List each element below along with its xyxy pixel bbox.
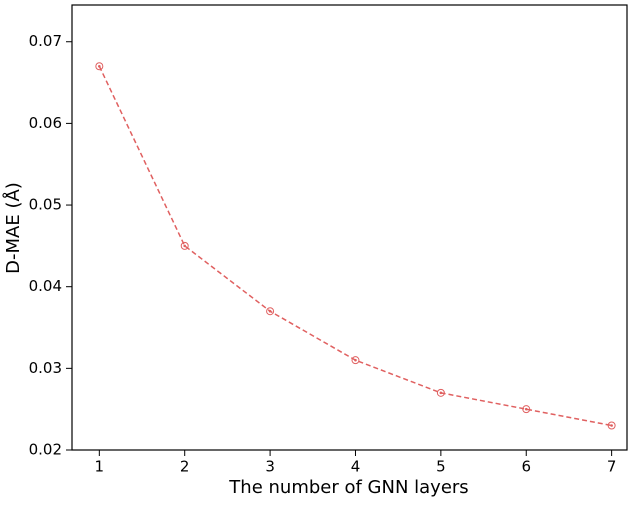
x-tick-label: 7 (607, 458, 617, 476)
point (351, 356, 360, 365)
y-tick-label: 0.05 (29, 196, 62, 214)
point-center (439, 391, 443, 395)
y-tick-label: 0.06 (29, 114, 62, 132)
x-axis-label: The number of GNN layers (228, 477, 468, 498)
y-tick-label: 0.03 (29, 359, 62, 377)
x-tick-label: 5 (436, 458, 446, 476)
point (436, 388, 445, 397)
point-center (98, 64, 101, 68)
x-tick-label: 1 (95, 458, 105, 476)
y-tick-label: 0.07 (29, 32, 62, 50)
x-tick-label: 3 (265, 458, 275, 476)
series-line (98, 65, 612, 427)
plot-frame (71, 4, 628, 451)
point (95, 62, 104, 71)
point-center (183, 244, 187, 248)
x-tick-label: 4 (351, 458, 361, 476)
point-center (524, 407, 528, 411)
x-tick-label: 2 (180, 458, 190, 476)
point (180, 241, 189, 250)
x-tick-label: 6 (521, 458, 531, 476)
point (522, 405, 531, 414)
point (266, 307, 275, 316)
y-axis-label: D-MAE (Å) (2, 182, 24, 274)
y-tick-label: 0.02 (29, 441, 62, 459)
y-tick-label: 0.04 (29, 277, 62, 295)
point (607, 421, 616, 430)
point-center (354, 358, 357, 362)
point-center (268, 309, 272, 313)
point-center (610, 424, 613, 427)
